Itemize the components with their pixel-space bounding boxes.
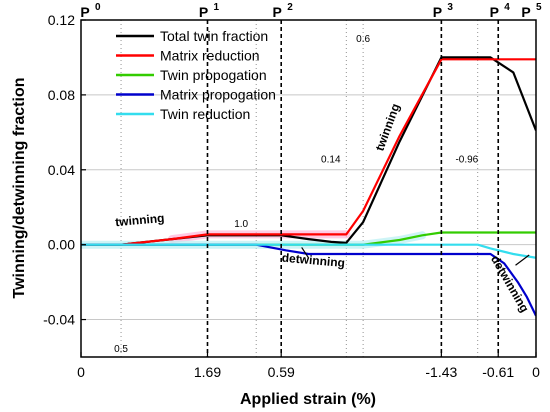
p-marker-superscript: 5 [536, 2, 542, 13]
legend-label: Twin propogation [160, 67, 267, 83]
annotation-arrow [515, 254, 530, 266]
x-axis: 0 1.69 0.59 -1.43 -0.61 0 [77, 352, 540, 380]
y-tick-label: 0.08 [48, 87, 75, 103]
x-tick-label: -1.43 [425, 364, 457, 380]
annotation-arrow [301, 247, 310, 259]
legend-label: Matrix propogation [160, 87, 276, 103]
minor-line-label: 0.5 [114, 344, 128, 355]
x-axis-title: Applied strain (%) [240, 391, 376, 408]
p-marker-label: P [433, 4, 442, 20]
minor-line-label: 0.6 [356, 34, 370, 45]
p-marker-label: P [521, 4, 530, 20]
y-tick-label: 0.00 [48, 237, 75, 253]
p-marker-superscript: 1 [213, 2, 219, 13]
p-marker-superscript: 2 [287, 2, 293, 13]
plot-frame [80, 19, 537, 358]
plot-area-background [81, 20, 536, 357]
x-tick-label: 0 [532, 364, 540, 380]
p-marker-label: P [199, 4, 208, 20]
annotation-text: detwinning [281, 251, 345, 270]
p-marker-label: P [80, 4, 89, 20]
annotation-text: 1.0 [234, 219, 248, 230]
x-tick-label: 0.59 [268, 364, 295, 380]
series-line-matrix-reduction [81, 58, 536, 246]
legend-label: Twin reduction [160, 106, 250, 122]
annotation-text: 0.14 [321, 154, 341, 165]
x-tick-label: 0 [77, 364, 85, 380]
p-marker-label: P [490, 4, 499, 20]
legend-label: Matrix reduction [160, 48, 260, 64]
p-marker-superscript: 0 [95, 2, 101, 13]
x-tick-label: 1.69 [194, 364, 221, 380]
p-marker-superscript: 3 [447, 2, 453, 13]
y-axis-title: Twinning/detwinning fraction [11, 77, 28, 298]
annotation-text: -0.96 [455, 154, 478, 165]
y-tick-label: 0.12 [48, 12, 75, 28]
x-tick-label: -0.61 [482, 364, 514, 380]
y-tick-label: 0.04 [48, 162, 75, 178]
y-tick-label: -0.04 [43, 312, 75, 328]
y-axis: -0.04 0.00 0.04 0.08 0.12 [43, 12, 86, 328]
series-line-twin-reduction [81, 243, 536, 259]
legend: Total twin fraction Matrix reduction Twin … [116, 28, 276, 122]
legend-label: Total twin fraction [160, 28, 268, 44]
p-marker-label: P [273, 4, 282, 20]
annotation-text: twinning [115, 211, 165, 229]
p-marker-superscript: 4 [504, 2, 510, 13]
